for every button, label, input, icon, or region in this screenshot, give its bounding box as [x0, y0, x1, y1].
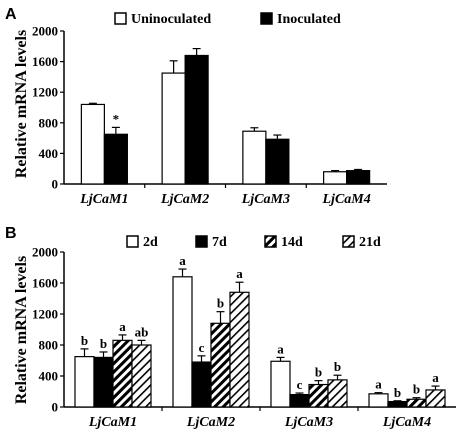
significance-label: a [375, 377, 382, 392]
panel-a: A Relative mRNA levels 0 400 800 1200 1600 20… [5, 6, 387, 207]
y-tick-label: 1200 [32, 85, 58, 100]
category-label: LjCaM2 [186, 415, 235, 430]
bar [368, 393, 389, 408]
category-label: LjCaM3 [241, 192, 290, 207]
panel-b-categories: LjCaM1 LjCaM2 LjCaM3 LjCaM4 [88, 415, 431, 430]
significance-label: b [394, 385, 401, 400]
bar [191, 361, 212, 408]
legend-swatch-14d [264, 235, 277, 248]
significance-label: b [100, 336, 107, 351]
panel-b-ylabel: Relative mRNA levels [13, 256, 30, 404]
panel-b-legend: 2d 7d 14d 21d [126, 235, 381, 250]
bar [323, 171, 348, 185]
y-tick-label: 800 [39, 338, 59, 353]
y-tick-label: 2000 [32, 245, 58, 260]
legend-label-inoculated: Inoculated [277, 12, 341, 27]
bar [131, 344, 152, 408]
bar [103, 133, 128, 185]
significance-label: * [113, 111, 120, 126]
legend-swatch-inoculated [260, 12, 273, 25]
significance-label: a [119, 319, 126, 334]
significance-label: c [297, 377, 303, 392]
bar [161, 72, 186, 185]
bar [74, 356, 95, 408]
category-label: LjCaM1 [79, 192, 128, 207]
legend-swatch-7d [195, 235, 208, 248]
y-tick-label: 2000 [32, 24, 58, 39]
legend-label-uninoculated: Uninoculated [131, 12, 211, 27]
bar [229, 291, 250, 408]
bar [425, 389, 446, 408]
bar [184, 54, 209, 185]
significance-label: b [315, 365, 322, 380]
legend-label-21d: 21d [359, 235, 381, 250]
legend-swatch-2d [126, 235, 139, 248]
bar [327, 379, 348, 408]
bar [112, 339, 133, 408]
y-tick-label: 0 [52, 400, 59, 415]
category-label: LjCaM1 [88, 415, 137, 430]
category-label: LjCaM3 [284, 415, 333, 430]
significance-label: a [236, 266, 243, 281]
y-tick-label: 400 [39, 369, 59, 384]
panel-a-bars: * [80, 47, 371, 185]
category-label: LjCaM2 [160, 192, 209, 207]
category-label: LjCaM4 [382, 415, 431, 430]
bar [346, 170, 371, 185]
panel-a-ylabel: Relative mRNA levels [13, 30, 30, 178]
legend-label-2d: 2d [143, 235, 158, 250]
panel-a-legend: Uninoculated Inoculated [114, 12, 341, 27]
significance-label: a [179, 253, 186, 268]
panel-b: B Relative mRNA levels 0 400 800 1200 1600 20… [5, 225, 456, 430]
significance-label: a [277, 341, 284, 356]
y-tick-label: 1600 [32, 54, 58, 69]
y-tick-label: 800 [39, 115, 59, 130]
y-tick-label: 1200 [32, 307, 58, 322]
y-tick-label: 400 [39, 146, 59, 161]
significance-label: ab [135, 324, 149, 339]
bar [80, 103, 105, 185]
panel-a-categories: LjCaM1 LjCaM2 LjCaM3 LjCaM4 [79, 192, 370, 207]
bar [289, 394, 310, 408]
significance-label: b [334, 359, 341, 374]
legend-label-7d: 7d [212, 235, 227, 250]
bar [172, 276, 193, 408]
panel-b-label: B [5, 225, 17, 242]
bar [270, 360, 291, 408]
y-tick-label: 0 [52, 177, 59, 192]
significance-label: b [81, 333, 88, 348]
legend-label-14d: 14d [281, 235, 303, 250]
bar [242, 130, 267, 185]
significance-label: b [413, 382, 420, 397]
significance-label: b [217, 296, 224, 311]
panel-a-label: A [5, 6, 17, 23]
bar [210, 322, 231, 408]
bar [308, 383, 329, 408]
bar [265, 138, 290, 185]
bar [93, 356, 114, 408]
bar [406, 398, 427, 408]
category-label: LjCaM4 [322, 192, 371, 207]
y-tick-label: 1600 [32, 276, 58, 291]
legend-swatch-21d [342, 235, 355, 248]
bar [387, 400, 408, 408]
legend-swatch-uninoculated [114, 12, 127, 25]
significance-label: a [432, 370, 439, 385]
significance-label: c [199, 340, 205, 355]
